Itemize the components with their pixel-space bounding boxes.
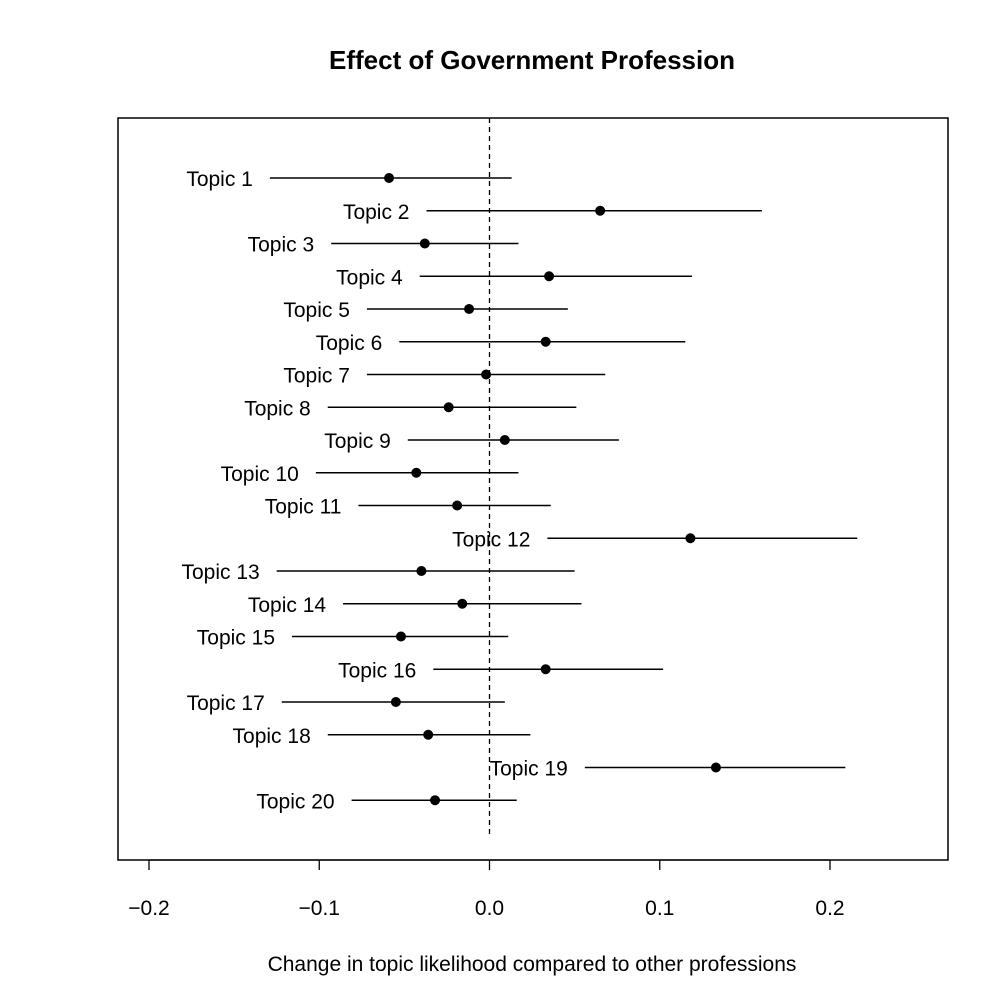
topic-label: Topic 14 bbox=[248, 594, 327, 617]
topic-row: Topic 9 bbox=[324, 430, 619, 453]
x-tick-label: 0.0 bbox=[475, 897, 504, 920]
topic-label: Topic 12 bbox=[452, 528, 530, 551]
topic-row: Topic 11 bbox=[265, 496, 551, 519]
topic-label: Topic 7 bbox=[283, 365, 350, 388]
topic-row: Topic 10 bbox=[221, 463, 519, 486]
topic-row: Topic 4 bbox=[336, 266, 693, 289]
topic-row: Topic 3 bbox=[248, 234, 519, 257]
topic-label: Topic 3 bbox=[248, 234, 315, 257]
topic-label: Topic 8 bbox=[244, 397, 311, 420]
estimate-point bbox=[457, 598, 468, 609]
estimate-point bbox=[481, 369, 492, 380]
topic-row: Topic 13 bbox=[181, 561, 575, 584]
topic-label: Topic 20 bbox=[256, 790, 334, 813]
estimate-point bbox=[384, 173, 395, 183]
topic-label: Topic 10 bbox=[221, 463, 299, 486]
x-tick-label: −0.1 bbox=[299, 897, 340, 920]
topic-row: Topic 1 bbox=[186, 168, 512, 191]
x-axis: −0.2 −0.1 0.0 0.1 0.2 bbox=[128, 859, 845, 920]
topic-label: Topic 11 bbox=[265, 496, 342, 519]
topic-row: Topic 6 bbox=[316, 332, 686, 355]
topic-row: Topic 20 bbox=[256, 790, 517, 813]
estimate-point bbox=[423, 729, 434, 740]
topic-row: Topic 5 bbox=[283, 299, 568, 322]
topic-row: Topic 17 bbox=[187, 692, 505, 715]
estimate-point bbox=[544, 271, 555, 282]
topic-label: Topic 2 bbox=[343, 201, 410, 224]
topic-label: Topic 16 bbox=[338, 659, 416, 682]
x-tick-label: 0.2 bbox=[815, 897, 844, 920]
estimate-point bbox=[430, 795, 441, 806]
estimate-point bbox=[395, 631, 406, 642]
estimate-point bbox=[390, 697, 401, 707]
topic-label: Topic 5 bbox=[283, 299, 350, 322]
chart-title: Effect of Government Profession bbox=[329, 45, 735, 75]
topic-row: Topic 7 bbox=[283, 365, 606, 388]
topic-label: Topic 17 bbox=[187, 692, 265, 715]
topic-label: Topic 15 bbox=[197, 627, 275, 650]
estimate-point bbox=[419, 238, 430, 249]
topic-row: Topic 15 bbox=[197, 627, 509, 650]
estimate-point bbox=[710, 762, 721, 773]
estimate-point bbox=[452, 500, 463, 511]
estimate-point bbox=[411, 467, 422, 478]
topic-row: Topic 12 bbox=[452, 528, 858, 551]
marks-layer: Topic 1 Topic 2 Topic 3 Topic 4 Topic 5 Topic… bbox=[181, 168, 858, 813]
topic-row: Topic 18 bbox=[233, 725, 531, 748]
topic-label: Topic 18 bbox=[233, 725, 311, 748]
topic-label: Topic 1 bbox=[186, 168, 253, 191]
topic-label: Topic 19 bbox=[490, 758, 568, 781]
topic-row: Topic 14 bbox=[248, 594, 582, 617]
x-tick-label: −0.2 bbox=[128, 897, 169, 920]
estimate-point bbox=[685, 533, 696, 544]
topic-row: Topic 2 bbox=[343, 201, 762, 224]
topic-row: Topic 19 bbox=[490, 758, 846, 781]
estimate-point bbox=[595, 205, 606, 216]
topic-label: Topic 4 bbox=[336, 266, 403, 289]
topic-label: Topic 13 bbox=[181, 561, 259, 584]
estimate-point bbox=[464, 304, 475, 314]
topic-row: Topic 16 bbox=[338, 659, 664, 682]
topic-row: Topic 8 bbox=[244, 397, 577, 420]
topic-label: Topic 9 bbox=[324, 430, 391, 453]
estimate-point bbox=[499, 435, 510, 445]
topic-label: Topic 6 bbox=[316, 332, 383, 355]
x-tick-label: 0.1 bbox=[645, 897, 674, 920]
x-axis-title: Change in topic likelihood compared to o… bbox=[268, 953, 797, 976]
estimate-point bbox=[540, 664, 551, 675]
estimate-point bbox=[443, 402, 454, 413]
estimate-point bbox=[416, 566, 427, 576]
estimate-point bbox=[540, 336, 551, 347]
